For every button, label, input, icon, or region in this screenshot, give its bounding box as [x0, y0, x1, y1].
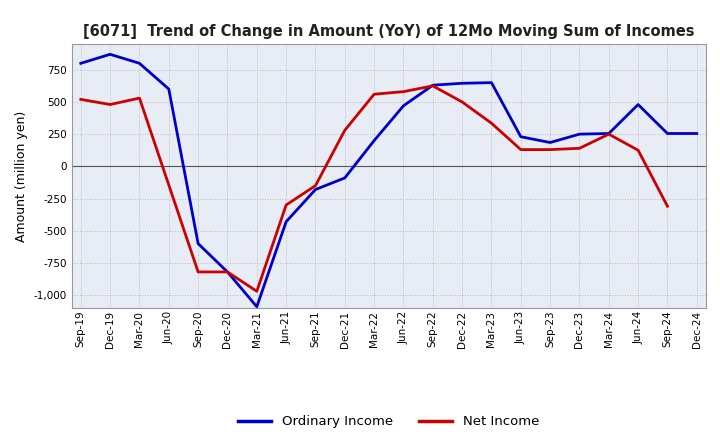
Legend: Ordinary Income, Net Income: Ordinary Income, Net Income: [233, 410, 544, 433]
Y-axis label: Amount (million yen): Amount (million yen): [15, 110, 28, 242]
Title: [6071]  Trend of Change in Amount (YoY) of 12Mo Moving Sum of Incomes: [6071] Trend of Change in Amount (YoY) o…: [83, 24, 695, 39]
